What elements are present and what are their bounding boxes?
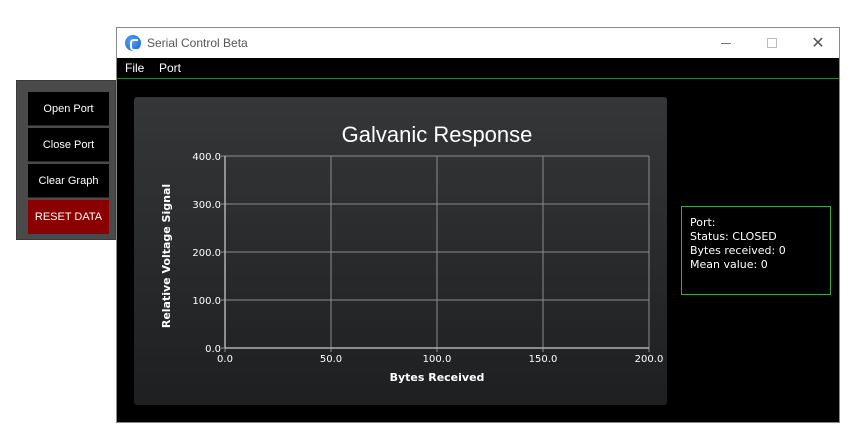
maximize-button[interactable] xyxy=(749,28,795,58)
port-line: Port: xyxy=(690,216,822,230)
x-tick-label: 0.0 xyxy=(217,354,233,365)
mean-line: Mean value: 0 xyxy=(690,258,822,272)
x-axis-label: Bytes Received xyxy=(390,371,485,384)
y-axis-label: Relative Voltage Signal xyxy=(160,184,173,328)
y-tick-label: 400.0 xyxy=(192,152,221,163)
side-control-panel: Open Port Close Port Clear Graph RESET D… xyxy=(16,80,116,240)
bytes-value: 0 xyxy=(778,244,786,257)
port-info-box: Port: Status: CLOSED Bytes received: 0 M… xyxy=(681,206,831,295)
status-label: Status: xyxy=(690,230,729,243)
y-tick-label: 200.0 xyxy=(192,248,221,259)
y-tick-label: 0.0 xyxy=(205,344,221,355)
bytes-label: Bytes received: xyxy=(690,244,776,257)
close-port-button[interactable]: Close Port xyxy=(28,128,109,162)
open-port-button[interactable]: Open Port xyxy=(28,92,109,126)
status-value: CLOSED xyxy=(732,230,777,243)
title-bar[interactable]: Serial Control Beta ✕ xyxy=(117,28,839,58)
mean-value: 0 xyxy=(760,258,768,271)
close-icon: ✕ xyxy=(811,33,825,52)
maximize-icon xyxy=(767,38,777,48)
bytes-line: Bytes received: 0 xyxy=(690,244,822,258)
clear-graph-button[interactable]: Clear Graph xyxy=(28,164,109,198)
menu-bar: File Port xyxy=(117,58,839,79)
minimize-button[interactable] xyxy=(703,28,749,58)
x-tick-label: 150.0 xyxy=(529,354,558,365)
x-tick-label: 100.0 xyxy=(423,354,452,365)
status-line: Status: CLOSED xyxy=(690,230,822,244)
chart-panel: Galvanic Response 0.0 50.0 100.0 150.0 200.0 0… xyxy=(134,97,667,405)
galvanic-response-chart: Galvanic Response 0.0 50.0 100.0 150.0 200.0 0… xyxy=(160,122,664,384)
reset-data-button[interactable]: RESET DATA xyxy=(28,200,109,234)
main-window: Serial Control Beta ✕ File Port Galvanic… xyxy=(116,27,840,423)
port-label: Port: xyxy=(690,216,716,229)
close-button[interactable]: ✕ xyxy=(795,28,841,58)
menu-file[interactable]: File xyxy=(125,61,145,75)
menu-port[interactable]: Port xyxy=(159,61,182,75)
y-tick-label: 100.0 xyxy=(192,296,221,307)
y-tick-label: 300.0 xyxy=(192,200,221,211)
app-logo-icon xyxy=(125,35,141,51)
x-tick-label: 200.0 xyxy=(635,354,664,365)
window-title: Serial Control Beta xyxy=(147,36,248,50)
chart-title: Galvanic Response xyxy=(342,122,533,147)
x-tick-label: 50.0 xyxy=(320,354,342,365)
minimize-icon xyxy=(721,42,731,44)
mean-label: Mean value: xyxy=(690,258,758,271)
